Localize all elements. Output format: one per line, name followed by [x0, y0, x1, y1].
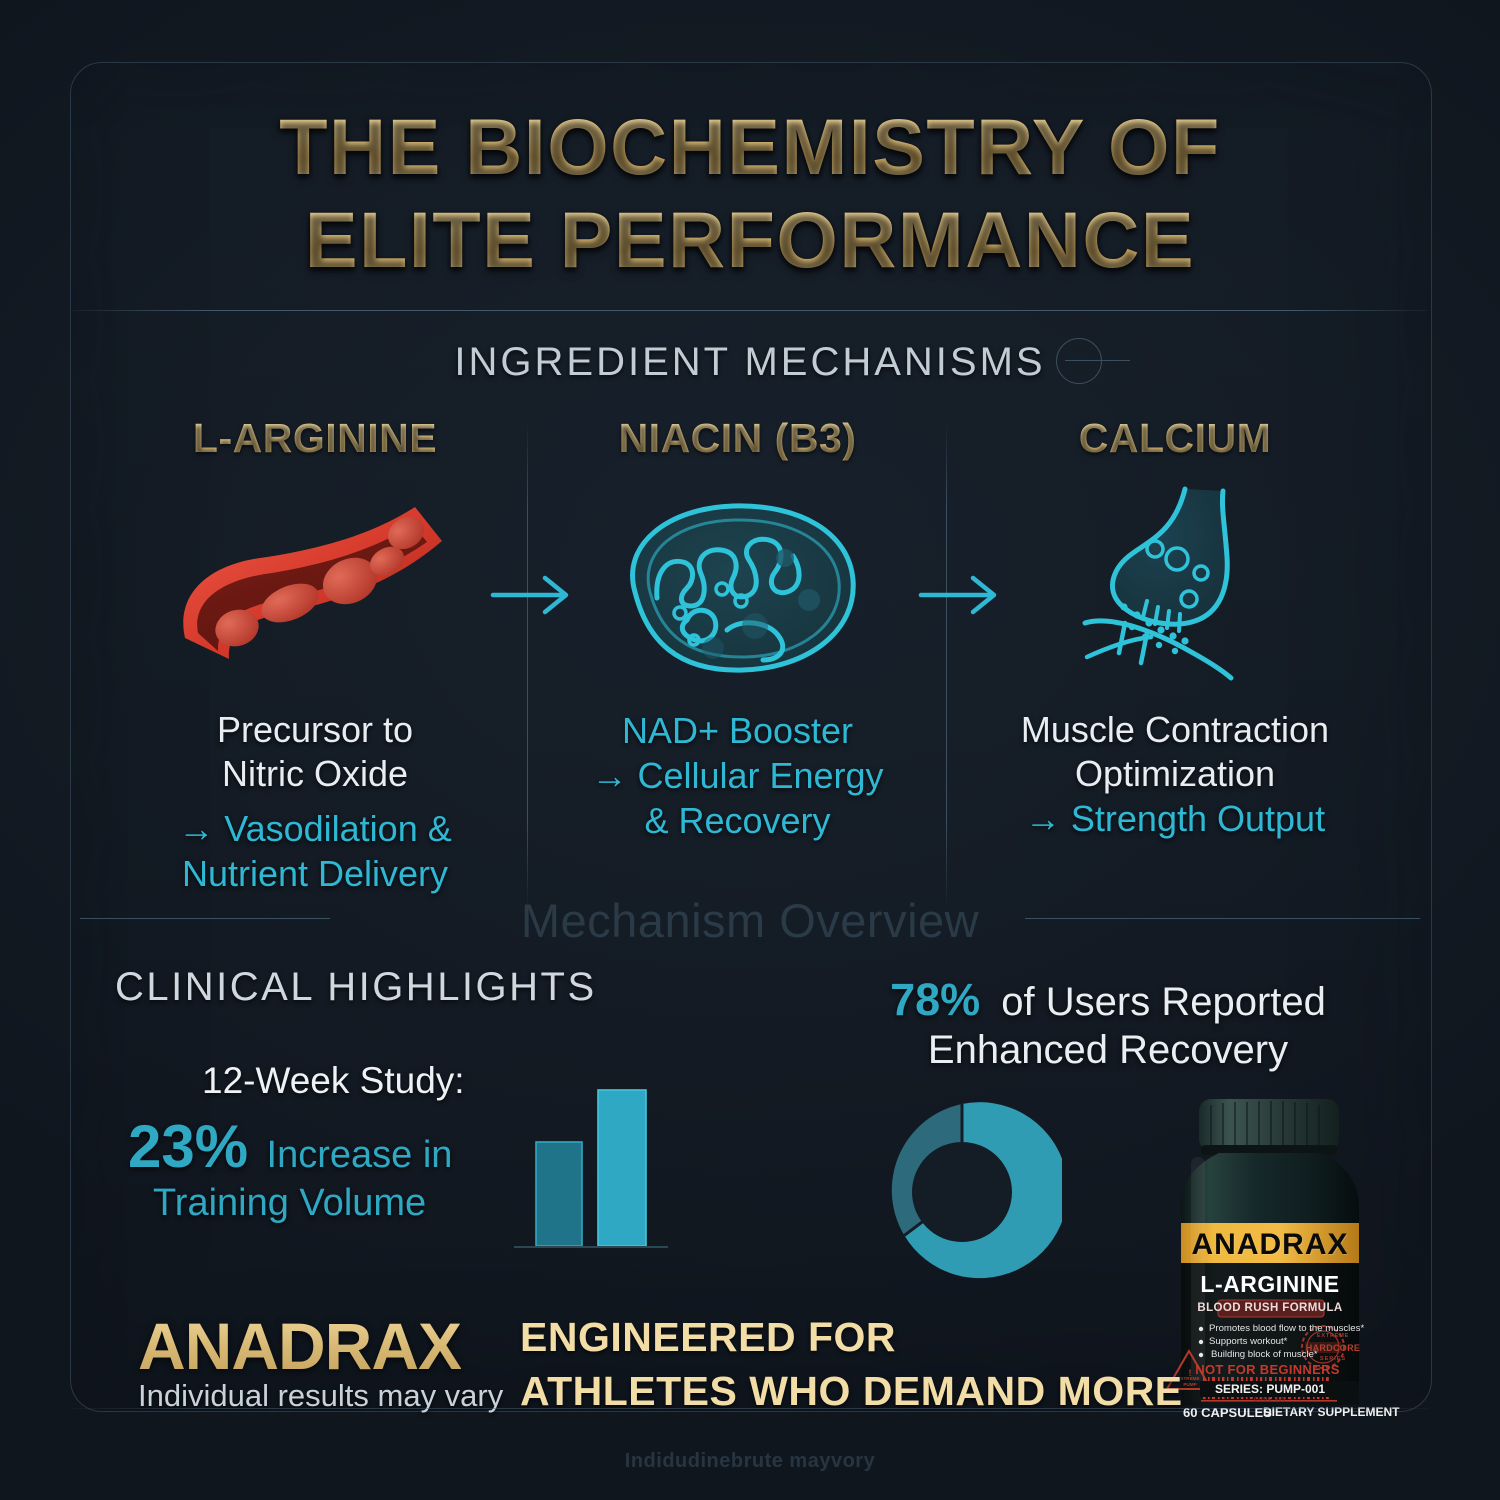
ingredient-desc-line1: NAD+ Booster	[621, 710, 854, 751]
footer-watermark: Indidudinebrute mayvory	[624, 1450, 876, 1472]
bottle-product: L-ARGININE	[1200, 1271, 1340, 1297]
ingredient-name: L-ARGININE	[100, 415, 530, 462]
divider-under-title	[72, 310, 1428, 311]
column-divider-2	[946, 420, 947, 910]
bar-chart	[508, 1080, 678, 1260]
tagline-line1: ENGINEERED FOR	[520, 1314, 897, 1360]
stat-label-line1: Increase in	[266, 1134, 453, 1176]
bottle-category: DIETARY SUPPLEMENT	[1263, 1405, 1400, 1419]
ingredients-deco-line	[1065, 360, 1130, 361]
bottle-stamp-top: EXTREME	[1316, 1333, 1350, 1339]
ingredient-effect-line1: → Strength Output	[1024, 798, 1326, 839]
recovery-stat-line2: Enhanced Recovery	[927, 1028, 1289, 1072]
bottle-hazard-text: XTREME PUMP	[1180, 1376, 1200, 1387]
brand-logo: ANADRAX	[138, 1309, 462, 1383]
ingredient-desc-line1: Precursor to	[216, 709, 414, 750]
tagline-line2: ATHLETES WHO DEMAND MORE	[520, 1368, 1183, 1414]
ingredient-effect-line2: Nutrient Delivery	[181, 853, 449, 894]
disclaimer-text: Individual results may vary	[138, 1378, 504, 1413]
stat-label-line2: Training Volume	[153, 1182, 427, 1224]
divider-above-footer	[72, 1408, 1428, 1409]
stat-line: 23% Increase in	[128, 1112, 452, 1181]
bottle-bullet-1: Promotes blood flow to the muscles*	[1209, 1323, 1365, 1334]
page-title-line1: THE BIOCHEMISTRY OF	[0, 100, 1500, 193]
ingredient-desc-line1: Muscle Contraction	[1020, 709, 1330, 750]
recovery-text-line1: of Users Reported	[1001, 980, 1326, 1024]
page-title-line2: ELITE PERFORMANCE	[0, 193, 1500, 286]
ingredient-card-calcium: CALCIUM	[955, 415, 1395, 841]
blood-vessel-icon	[100, 468, 530, 708]
mechanism-deco-line-right	[1025, 918, 1420, 919]
bottle-warning: NOT FOR BEGINNERS	[1195, 1362, 1340, 1377]
bottle-barcode-sub: CODE 995	[1253, 1397, 1287, 1403]
ingredient-effect-line2: & Recovery	[644, 800, 831, 841]
study-label: 12-Week Study:	[202, 1060, 465, 1101]
bottle-brand: ANADRAX	[1191, 1228, 1349, 1261]
ingredient-effect-line1: → Cellular Energy	[591, 755, 884, 796]
ingredient-name: CALCIUM	[955, 415, 1395, 462]
section-label-clinical: CLINICAL HIGHLIGHTS	[115, 965, 597, 1009]
product-bottle: !	[1155, 1095, 1399, 1420]
ingredient-desc-line2: Optimization	[1074, 753, 1276, 794]
donut-chart	[862, 1092, 1068, 1297]
neuron-synapse-icon	[955, 468, 1395, 708]
section-label-ingredients: INGREDIENT MECHANISMS	[454, 340, 1046, 384]
bottle-bullet-3: Building block of muscle*	[1211, 1349, 1318, 1360]
column-divider-1	[527, 420, 528, 910]
flow-arrow-1	[487, 570, 577, 625]
ingredient-desc-line2: Nitric Oxide	[221, 753, 409, 794]
bottle-bullet-2: Supports workout*	[1209, 1336, 1288, 1347]
bottle-formula-badge: BLOOD RUSH FORMULA	[1197, 1302, 1343, 1314]
ingredient-card-l-arginine: L-ARGININE	[100, 415, 530, 896]
ingredients-deco-ring	[1056, 338, 1102, 384]
svg-text:!: !	[1189, 1368, 1192, 1378]
mechanism-deco-line-left	[80, 918, 330, 919]
bottle-stamp-bottom: SERIES	[1319, 1356, 1347, 1362]
ingredient-effect-line1: → Vasodilation &	[178, 808, 452, 849]
bottle-stamp-mid: HARDCORE	[1305, 1343, 1361, 1353]
bottle-count: 60 CAPSULES	[1183, 1405, 1272, 1420]
recovery-stat-line1: 78% of Users Reported	[828, 975, 1388, 1027]
flow-arrow-2	[915, 570, 1005, 625]
stat-value: 23%	[128, 1113, 249, 1180]
mitochondria-icon	[540, 468, 935, 708]
recovery-percent: 78%	[890, 974, 981, 1025]
ingredient-card-niacin: NIACIN (B3)	[540, 415, 935, 843]
ingredient-name: NIACIN (B3)	[540, 415, 935, 462]
mechanism-overview-watermark: Mechanism Overview	[520, 894, 980, 947]
bottle-series: SERIES: PUMP-001	[1200, 1381, 1340, 1397]
